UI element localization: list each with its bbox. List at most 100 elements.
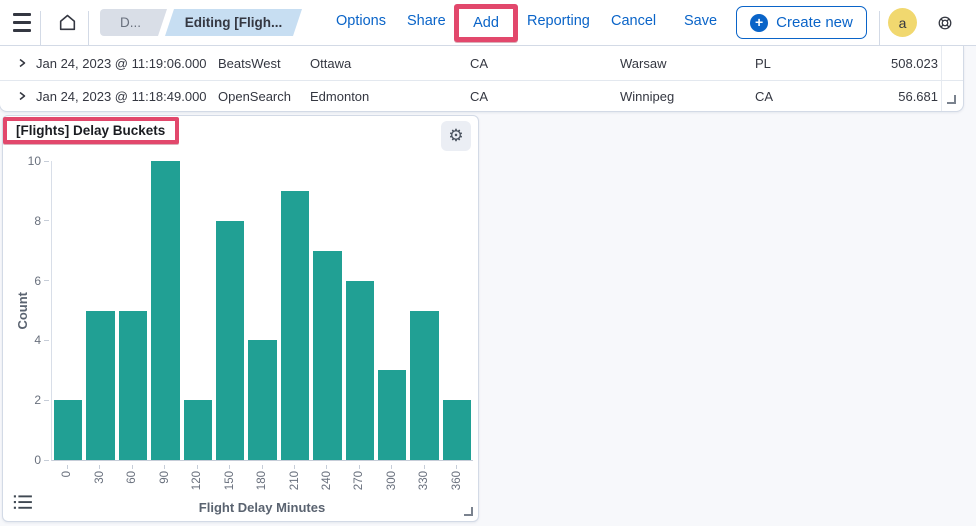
cell-carrier: BeatsWest [218,55,281,71]
expand-row-button[interactable] [0,46,36,80]
cell-carrier: OpenSearch [218,88,291,104]
x-tick-mark [391,465,393,469]
x-tick-mark [99,465,101,469]
x-tick-label: 90 [158,471,171,484]
bar-240[interactable] [313,250,342,460]
cell-origin-city: Ottawa [310,55,352,71]
bar-120[interactable] [183,400,212,460]
table-row[interactable]: Jan 24, 2023 @ 11:18:49.000 OpenSearch E… [0,80,963,111]
breadcrumb-label: Editing [Fligh... [184,15,283,30]
bar-0[interactable] [54,400,83,460]
panel-resize-handle[interactable] [464,507,473,516]
x-axis-title: Flight Delay Minutes [198,500,326,515]
y-tick-mark [44,160,49,162]
x-tick-label: 60 [126,471,139,484]
x-tick-label: 240 [320,471,333,491]
avatar[interactable]: a [888,8,917,37]
x-tick-mark [196,465,198,469]
bar-360[interactable] [442,400,472,460]
y-tick-label: 8 [34,213,41,228]
create-new-button[interactable]: + Create new [736,6,867,39]
y-tick-mark [44,280,49,282]
x-tick-mark [456,465,458,469]
create-new-label: Create new [776,14,853,31]
bar-330[interactable] [410,310,439,460]
y-tick-label: 6 [34,273,41,288]
panel-title[interactable]: [Flights] Delay Buckets [16,123,166,138]
x-tick-mark [423,465,425,469]
bar-210[interactable] [280,190,310,460]
y-tick-label: 10 [27,154,41,168]
x-tick-label: 330 [418,471,431,491]
menu-icon[interactable] [12,13,32,32]
table-row[interactable]: Jan 24, 2023 @ 11:19:06.000 BeatsWest Ot… [0,46,963,80]
x-tick-60: 60 [118,465,146,501]
y-tick-4: 4 [19,333,49,347]
panel-resize-handle[interactable] [947,95,956,104]
expand-row-button[interactable] [0,81,36,111]
y-tick-10: 10 [19,154,49,168]
breadcrumb-editing-flights[interactable]: Editing [Fligh... [165,9,302,36]
x-tick-label: 120 [191,471,204,491]
y-axis-title: Count [15,292,30,330]
nav-link-cancel[interactable]: Cancel [611,13,657,29]
x-tick-mark [358,465,360,469]
x-tick-mark [131,465,133,469]
plot-area: 0 2 4 6 8 10 [28,154,473,467]
nav-link-options[interactable]: Options [336,13,386,29]
y-tick-mark [44,459,49,461]
list-icon[interactable] [11,491,33,513]
x-tick-270: 270 [345,465,373,501]
y-tick-6: 6 [19,274,49,288]
x-tick-210: 210 [280,465,308,501]
bar-150[interactable] [215,220,245,460]
nav-link-add[interactable]: Add [473,15,499,31]
y-tick-mark [44,220,49,222]
x-tick-label: 0 [61,471,74,478]
bar-90[interactable] [151,161,180,460]
nav-link-share[interactable]: Share [407,13,446,29]
x-tick-330: 330 [410,465,438,501]
breadcrumb-dashboards[interactable]: D... [100,9,167,36]
x-tick-mark [261,465,263,469]
bar-30[interactable] [86,310,115,460]
cell-dest-city: Warsaw [620,55,667,71]
top-navigation-bar: D... Editing [Fligh... Options Share Add… [0,0,976,46]
x-tick-label: 150 [223,471,236,491]
cell-distance: 508.023 [875,46,942,80]
cell-dest-country: CA [755,88,774,104]
x-tick-mark [326,465,328,469]
lifebuoy-icon[interactable] [933,11,957,35]
bar-300[interactable] [377,370,407,460]
flight-log-table-panel: Jan 24, 2023 @ 11:19:06.000 BeatsWest Ot… [0,46,964,112]
x-tick-label: 30 [93,471,106,484]
x-tick-300: 300 [378,465,406,501]
y-tick-mark [44,399,49,401]
y-tick-0: 0 [19,453,49,467]
cell-dest-country: PL [755,55,771,71]
cell-origin-city: Edmonton [310,88,370,104]
x-tick-0: 0 [53,465,81,501]
breadcrumb-label: D... [119,15,141,30]
x-tick-label: 300 [385,471,398,491]
x-tick-label: 360 [450,471,463,491]
nav-divider [88,11,89,45]
bar-270[interactable] [345,280,374,460]
gear-glyph: ⚙ [448,126,464,145]
y-tick-label: 2 [34,393,41,408]
y-tick-2: 2 [19,393,49,407]
y-tick-8: 8 [19,214,49,228]
home-icon[interactable] [55,10,79,34]
x-tick-240: 240 [313,465,341,501]
cell-origin-country: CA [470,88,489,104]
y-tick-label: 4 [34,333,41,348]
gear-icon[interactable]: ⚙ [441,121,471,151]
bar-180[interactable] [248,340,277,460]
nav-link-reporting[interactable]: Reporting [527,13,590,29]
cell-timestamp: Jan 24, 2023 @ 11:18:49.000 [36,88,207,104]
bar-60[interactable] [118,310,148,460]
nav-link-save[interactable]: Save [684,13,718,29]
x-tick-label: 270 [353,471,366,491]
x-tick-90: 90 [150,465,178,501]
